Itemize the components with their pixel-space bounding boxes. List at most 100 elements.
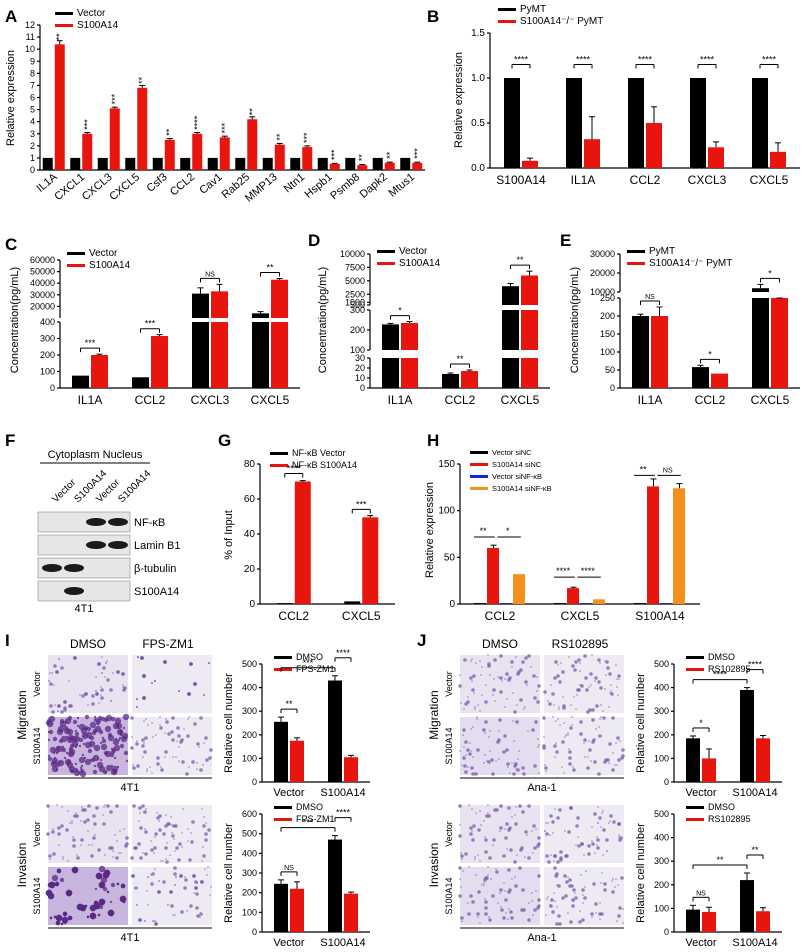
cell-dot bbox=[115, 804, 119, 808]
cell-dot bbox=[553, 744, 557, 748]
cell-dot bbox=[537, 874, 541, 878]
y-tick-label: 1.5 bbox=[471, 28, 485, 39]
bar-knockout bbox=[770, 151, 786, 168]
cell-dot bbox=[620, 756, 624, 760]
cell-dot bbox=[548, 702, 552, 706]
cell-dot bbox=[93, 902, 101, 910]
cell-dot bbox=[573, 696, 575, 698]
y-tick-label: 1 bbox=[30, 153, 35, 163]
cell-dot bbox=[524, 706, 526, 708]
sig-label: ** bbox=[480, 526, 488, 536]
cell-dot bbox=[535, 828, 537, 830]
cell-dot bbox=[467, 766, 469, 768]
cell-dot bbox=[158, 828, 162, 832]
cell-dot bbox=[58, 844, 60, 846]
cell-dot bbox=[93, 744, 101, 752]
cell-dot bbox=[86, 726, 92, 732]
cell-dot bbox=[144, 828, 146, 830]
cell-dot bbox=[499, 676, 503, 680]
cell-dot bbox=[59, 720, 67, 728]
cell-dot bbox=[513, 740, 515, 742]
cell-dot bbox=[164, 756, 166, 758]
bar-vector bbox=[752, 298, 769, 388]
legend-entry: S100A14⁻/⁻ PyMT bbox=[649, 258, 732, 269]
cell-dot bbox=[568, 656, 570, 658]
cell-dot bbox=[51, 710, 55, 714]
cell-dot bbox=[136, 706, 138, 708]
cell-dot bbox=[63, 756, 67, 760]
bar-vector bbox=[132, 377, 149, 388]
cell-dot bbox=[143, 742, 145, 744]
cell-dot bbox=[172, 914, 174, 916]
bar-1 bbox=[487, 548, 499, 604]
cell-dot bbox=[461, 858, 463, 860]
cell-dot bbox=[574, 892, 576, 894]
cell-dot bbox=[462, 756, 466, 760]
panel-letter: G bbox=[218, 431, 231, 450]
cell-dot bbox=[608, 742, 612, 746]
cell-dot bbox=[470, 660, 472, 662]
cell-dot bbox=[547, 700, 549, 702]
y-tick-label: 50000 bbox=[30, 267, 55, 277]
bar-vector bbox=[125, 157, 136, 170]
micrograph-bg bbox=[544, 717, 624, 775]
cell-dot bbox=[556, 860, 560, 864]
blot-band bbox=[64, 564, 84, 572]
sig-label: * bbox=[699, 718, 703, 728]
bar-pymt bbox=[690, 78, 706, 168]
x-tick-label: CCL2 bbox=[695, 393, 726, 407]
cell-dot bbox=[109, 900, 113, 904]
cell-dot bbox=[459, 878, 461, 880]
cell-dot bbox=[618, 906, 622, 910]
bar-inhibitor bbox=[702, 911, 716, 932]
cell-dot bbox=[203, 742, 205, 744]
cell-dot bbox=[555, 750, 559, 754]
cell-dot bbox=[204, 832, 208, 836]
y-tick-label: 150 bbox=[438, 459, 455, 470]
cell-dot bbox=[603, 888, 607, 892]
bar-vector bbox=[72, 375, 89, 388]
cell-dot bbox=[76, 716, 80, 720]
cell-dot bbox=[102, 822, 106, 826]
y-tick-label: 200 bbox=[40, 350, 55, 360]
bar-treat bbox=[461, 371, 478, 388]
y-tick-label: 500 bbox=[350, 300, 365, 310]
cell-dot bbox=[476, 912, 480, 916]
cell-dot bbox=[595, 728, 597, 730]
y-tick-label: 30000 bbox=[590, 249, 615, 259]
bar-s100a14 bbox=[192, 133, 203, 170]
cell-dot bbox=[492, 688, 496, 692]
sig-label: ** bbox=[285, 699, 293, 709]
cell-dot bbox=[507, 806, 511, 810]
cell-dot bbox=[78, 756, 86, 764]
cell-dot bbox=[514, 814, 516, 816]
cell-dot bbox=[116, 882, 120, 886]
cell-dot bbox=[166, 842, 168, 844]
cell-dot bbox=[611, 768, 615, 772]
cell-dot bbox=[477, 890, 481, 894]
y-tick-label: 200 bbox=[350, 325, 365, 335]
cell-dot bbox=[531, 900, 533, 902]
cell-dot bbox=[564, 830, 566, 832]
bar-treat bbox=[211, 291, 228, 318]
cell-dot bbox=[49, 682, 53, 686]
cell-dot bbox=[591, 708, 595, 712]
cell-dot bbox=[577, 836, 579, 838]
blot-band bbox=[86, 518, 106, 526]
cell-dot bbox=[122, 726, 126, 730]
cell-dot bbox=[582, 902, 584, 904]
cell-dot bbox=[554, 900, 556, 902]
cell-dot bbox=[481, 884, 483, 886]
cell-dot bbox=[618, 838, 622, 842]
cell-dot bbox=[545, 832, 549, 836]
panel-letter: A bbox=[5, 7, 17, 26]
cell-dot bbox=[65, 889, 73, 897]
cell-dot bbox=[495, 868, 497, 870]
cell-dot bbox=[490, 878, 492, 880]
cell-dot bbox=[467, 912, 471, 916]
cell-dot bbox=[480, 674, 482, 676]
cell-dot bbox=[169, 854, 171, 856]
y-tick-label: 300 bbox=[350, 305, 365, 315]
cell-dot bbox=[575, 844, 577, 846]
cell-dot bbox=[556, 674, 560, 678]
